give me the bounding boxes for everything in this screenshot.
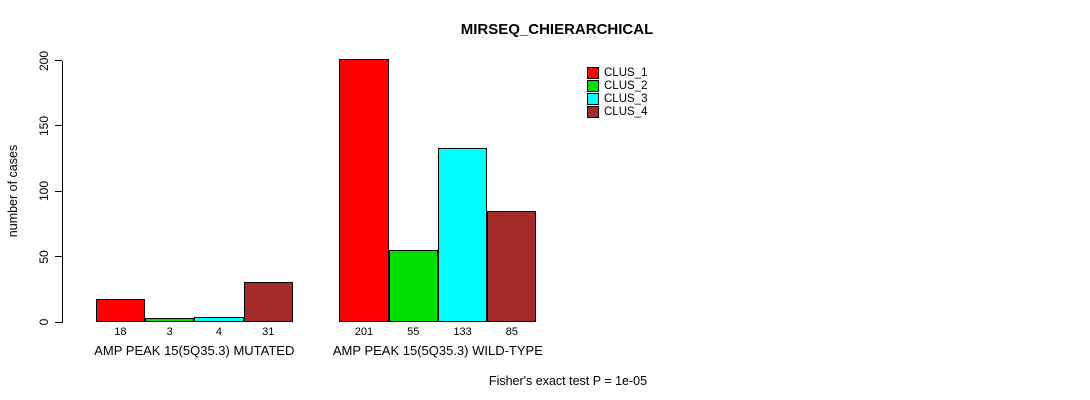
legend-swatch-clus_4 xyxy=(587,106,599,118)
legend-swatch-clus_3 xyxy=(587,93,599,105)
x-axis-group-label: AMP PEAK 15(5Q35.3) WILD-TYPE xyxy=(332,343,543,358)
chart-title: MIRSEQ_CHIERARCHICAL xyxy=(460,21,654,38)
bar-value-label: 3 xyxy=(166,326,173,338)
bar-clus_3-group2 xyxy=(437,148,488,323)
y-axis-tick xyxy=(54,125,62,127)
legend-label: CLUS_1 xyxy=(604,67,648,79)
bar-clus_1-group2 xyxy=(339,59,389,323)
legend-item: CLUS_3 xyxy=(587,93,647,105)
bar-clus_4-group2 xyxy=(487,211,537,323)
y-axis-tick xyxy=(54,190,62,192)
legend-label: CLUS_3 xyxy=(604,93,648,105)
bar-clus_1-group1 xyxy=(95,298,145,323)
bar-value-label: 201 xyxy=(354,326,374,338)
x-axis-group-label: AMP PEAK 15(5Q35.3) MUTATED xyxy=(94,343,295,358)
legend-item: CLUS_1 xyxy=(587,67,647,79)
bar-value-label: 133 xyxy=(453,326,472,338)
bar-value-label: 4 xyxy=(215,326,222,338)
bar-value-label: 31 xyxy=(262,326,275,338)
bar-value-label: 85 xyxy=(505,326,518,338)
y-axis-tick-label: 50 xyxy=(37,250,51,264)
legend-swatch-clus_2 xyxy=(587,80,599,92)
y-axis-title: number of cases xyxy=(6,144,20,238)
y-axis-line xyxy=(61,60,63,324)
y-axis-tick xyxy=(54,256,62,258)
bar-clus_4-group1 xyxy=(243,281,293,323)
legend-item: CLUS_4 xyxy=(587,106,647,118)
legend-swatch-clus_1 xyxy=(587,67,599,79)
y-axis-tick xyxy=(54,60,62,62)
legend-item: CLUS_2 xyxy=(587,80,647,92)
bar-value-label: 18 xyxy=(114,326,127,338)
legend-label: CLUS_4 xyxy=(604,106,648,118)
legend-label: CLUS_2 xyxy=(604,80,648,92)
y-axis-tick xyxy=(54,321,62,323)
y-axis-tick-label: 100 xyxy=(37,181,51,202)
bar-clus_2-group1 xyxy=(145,318,195,323)
y-axis-tick-label: 150 xyxy=(37,115,51,136)
y-axis-tick-label: 200 xyxy=(37,50,51,71)
fisher-test-annotation: Fisher's exact test P = 1e-05 xyxy=(488,374,648,388)
y-axis-tick-label: 0 xyxy=(37,318,51,326)
bar-value-label: 55 xyxy=(407,326,420,338)
bar-clus_2-group2 xyxy=(388,250,438,323)
bar-clus_3-group1 xyxy=(194,317,244,323)
